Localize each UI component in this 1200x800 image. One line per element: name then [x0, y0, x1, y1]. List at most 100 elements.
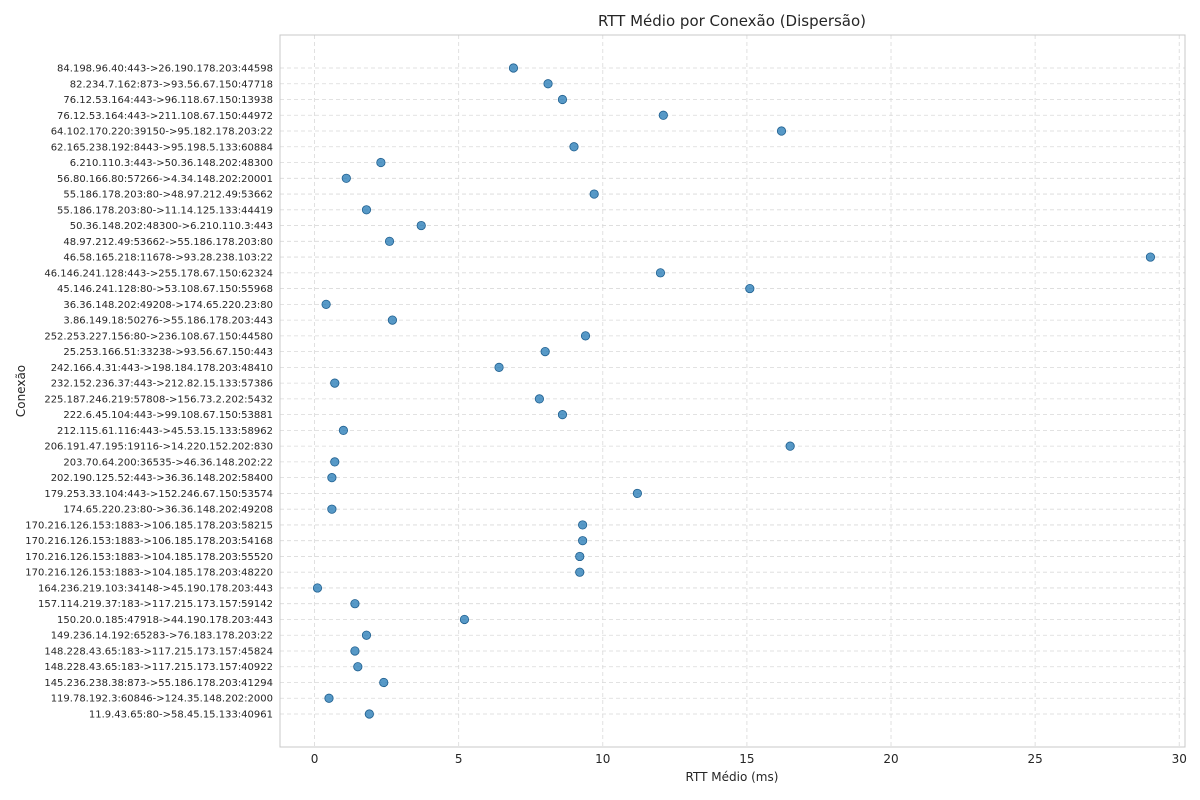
data-point — [578, 520, 588, 530]
y-tick-label: 45.146.241.128:80->53.108.67.150:55968 — [57, 284, 273, 295]
y-axis-ticks: 84.198.96.40:443->26.190.178.203:44598 82… — [25, 64, 273, 721]
plot-frame — [279, 34, 1186, 748]
y-tick-label: 174.65.220.23:80->36.36.148.202:49208 — [63, 505, 273, 516]
data-point — [330, 378, 340, 388]
data-points — [312, 63, 1156, 719]
y-tick-label: 148.228.43.65:183->117.215.173.157:40922 — [44, 662, 273, 673]
data-point — [312, 583, 323, 593]
y-tick-label: 6.210.110.3:443->50.36.148.202:48300 — [70, 158, 273, 169]
y-tick-label: 25.253.166.51:33238->93.56.67.150:443 — [63, 347, 273, 358]
y-tick-label: 148.228.43.65:183->117.215.173.157:45824 — [44, 646, 273, 657]
y-tick-label: 46.146.241.128:443->255.178.67.150:62324 — [44, 268, 273, 279]
data-point — [508, 63, 519, 73]
data-point — [350, 599, 360, 609]
grid-layer — [280, 35, 1185, 747]
x-axis-ticks: 0 5 10 15 20 25 30 — [311, 752, 1187, 766]
y-tick-label: 252.253.227.156:80->236.108.67.150:44580 — [44, 331, 273, 342]
data-point — [324, 693, 334, 703]
y-tick-label: 164.236.219.103:34148->45.190.178.203:44… — [38, 583, 273, 594]
data-point — [543, 79, 553, 89]
data-point — [338, 425, 349, 435]
y-tick-label: 212.115.61.116:443->45.53.15.133:58962 — [57, 426, 273, 437]
data-point — [321, 299, 331, 309]
y-tick-label: 76.12.53.164:443->211.108.67.150:44972 — [57, 111, 273, 122]
data-point — [655, 268, 666, 278]
data-point — [361, 205, 372, 215]
data-point — [330, 457, 340, 467]
data-point — [589, 189, 599, 199]
y-tick-label: 62.165.238.192:8443->95.198.5.133:60884 — [51, 142, 273, 153]
y-tick-label: 76.12.53.164:443->96.118.67.150:13938 — [63, 95, 273, 106]
chart-title: RTT Médio por Conexão (Dispersão) — [598, 12, 866, 30]
x-tick-label: 25 — [1027, 752, 1042, 766]
data-point — [557, 410, 568, 420]
y-tick-label: 64.102.170.220:39150->95.182.178.203:22 — [51, 127, 273, 138]
y-tick-label: 84.198.96.40:443->26.190.178.203:44598 — [57, 64, 273, 75]
y-tick-label: 46.58.165.218:11678->93.28.238.103:22 — [63, 253, 273, 264]
data-point — [353, 662, 363, 672]
y-tick-label: 203.70.64.200:36535->46.36.148.202:22 — [63, 457, 273, 468]
data-point — [745, 283, 755, 294]
data-point — [327, 473, 337, 483]
data-point — [387, 315, 398, 325]
y-tick-label: 11.9.43.65:80->58.45.15.133:40961 — [89, 710, 273, 721]
data-point — [658, 110, 668, 120]
data-point — [376, 157, 386, 168]
data-point — [459, 614, 470, 625]
data-point — [327, 504, 337, 514]
data-point — [578, 536, 588, 546]
y-axis-label: Conexão — [14, 365, 28, 417]
data-point — [785, 441, 795, 451]
y-tick-label: 157.114.219.37:183->117.215.173.157:5914… — [38, 599, 273, 610]
x-tick-label: 5 — [455, 752, 463, 766]
y-tick-label: 149.236.14.192:65283->76.183.178.203:22 — [51, 631, 273, 642]
x-tick-label: 30 — [1172, 752, 1187, 766]
y-tick-label: 232.152.236.37:443->212.82.15.133:57386 — [51, 379, 273, 390]
y-tick-label: 50.36.148.202:48300->6.210.110.3:443 — [70, 221, 273, 232]
y-tick-label: 242.166.4.31:443->198.184.178.203:48410 — [51, 363, 273, 374]
y-tick-label: 170.216.126.153:1883->104.185.178.203:48… — [25, 568, 273, 579]
y-tick-label: 170.216.126.153:1883->106.185.178.203:58… — [25, 520, 273, 531]
data-point — [575, 567, 585, 577]
y-tick-label: 55.186.178.203:80->11.14.125.133:44419 — [57, 205, 273, 216]
data-point — [534, 394, 544, 404]
data-point — [540, 347, 550, 357]
data-point — [557, 94, 568, 105]
y-tick-label: 56.80.166.80:57266->4.34.148.202:20001 — [57, 174, 273, 185]
data-point — [569, 142, 579, 152]
x-tick-label: 10 — [595, 752, 610, 766]
y-tick-label: 145.236.238.38:873->55.186.178.203:41294 — [44, 678, 273, 689]
y-tick-label: 170.216.126.153:1883->104.185.178.203:55… — [25, 552, 273, 563]
y-tick-label: 202.190.125.52:443->36.36.148.202:58400 — [51, 473, 273, 484]
x-tick-label: 0 — [311, 752, 319, 766]
data-point — [416, 220, 426, 231]
data-point — [384, 236, 395, 246]
y-tick-label: 170.216.126.153:1883->106.185.178.203:54… — [25, 536, 273, 547]
data-point — [364, 709, 374, 719]
y-tick-label: 55.186.178.203:80->48.97.212.49:53662 — [63, 190, 273, 201]
data-point — [379, 677, 389, 688]
y-tick-label: 222.6.45.104:443->99.108.67.150:53881 — [63, 410, 273, 421]
x-axis-label: RTT Médio (ms) — [686, 770, 779, 784]
data-point — [580, 331, 591, 341]
data-point — [632, 488, 642, 499]
y-tick-label: 150.20.0.185:47918->44.190.178.203:443 — [57, 615, 273, 626]
y-tick-label: 179.253.33.104:443->152.246.67.150:53574 — [44, 489, 273, 500]
data-point — [361, 630, 372, 640]
y-tick-label: 3.86.149.18:50276->55.186.178.203:443 — [63, 316, 273, 327]
data-point — [341, 173, 351, 183]
y-tick-label: 82.234.7.162:873->93.56.67.150:47718 — [70, 79, 273, 90]
x-tick-label: 20 — [883, 752, 898, 766]
data-point — [575, 551, 585, 562]
y-tick-label: 119.78.192.3:60846->124.35.148.202:2000 — [51, 694, 273, 705]
y-tick-label: 36.36.148.202:49208->174.65.220.23:80 — [63, 300, 273, 311]
data-point — [494, 362, 504, 372]
y-tick-label: 48.97.212.49:53662->55.186.178.203:80 — [63, 237, 273, 248]
y-tick-label: 225.187.246.219:57808->156.73.2.202:5432 — [44, 394, 273, 405]
data-point — [350, 646, 360, 656]
x-tick-label: 15 — [739, 752, 754, 766]
y-tick-label: 206.191.47.195:19116->14.220.152.202:830 — [44, 442, 273, 453]
data-point — [776, 126, 787, 136]
data-point — [1145, 252, 1156, 262]
